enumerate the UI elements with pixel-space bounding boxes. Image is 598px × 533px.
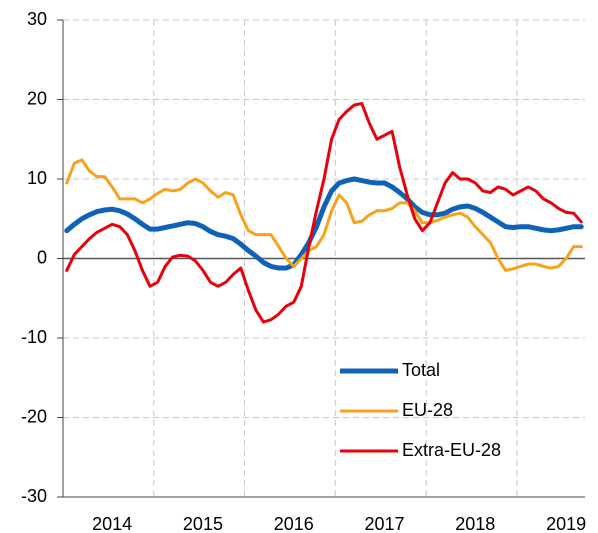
line-series xyxy=(65,158,583,272)
y-tick-label: -10 xyxy=(21,327,47,347)
y-tick-label: 20 xyxy=(27,88,47,108)
y-tick-label: 10 xyxy=(27,168,47,188)
x-tick-label: 2015 xyxy=(183,514,223,533)
y-tick-label: -20 xyxy=(21,406,47,426)
x-tick-label: 2018 xyxy=(455,514,495,533)
line-series xyxy=(65,101,583,324)
x-tick-label: 2019 xyxy=(546,514,586,533)
y-tick-label: -30 xyxy=(21,486,47,506)
x-tick-label: 2016 xyxy=(274,514,314,533)
legend-label: Extra-EU-28 xyxy=(402,440,501,460)
line-series xyxy=(64,176,584,271)
x-tick-label: 2017 xyxy=(364,514,404,533)
legend-label: EU-28 xyxy=(402,400,453,420)
y-tick-label: 0 xyxy=(37,247,47,267)
legend-label: Total xyxy=(402,360,440,380)
x-tick-label: 2014 xyxy=(92,514,132,533)
y-tick-label: 30 xyxy=(27,9,47,29)
